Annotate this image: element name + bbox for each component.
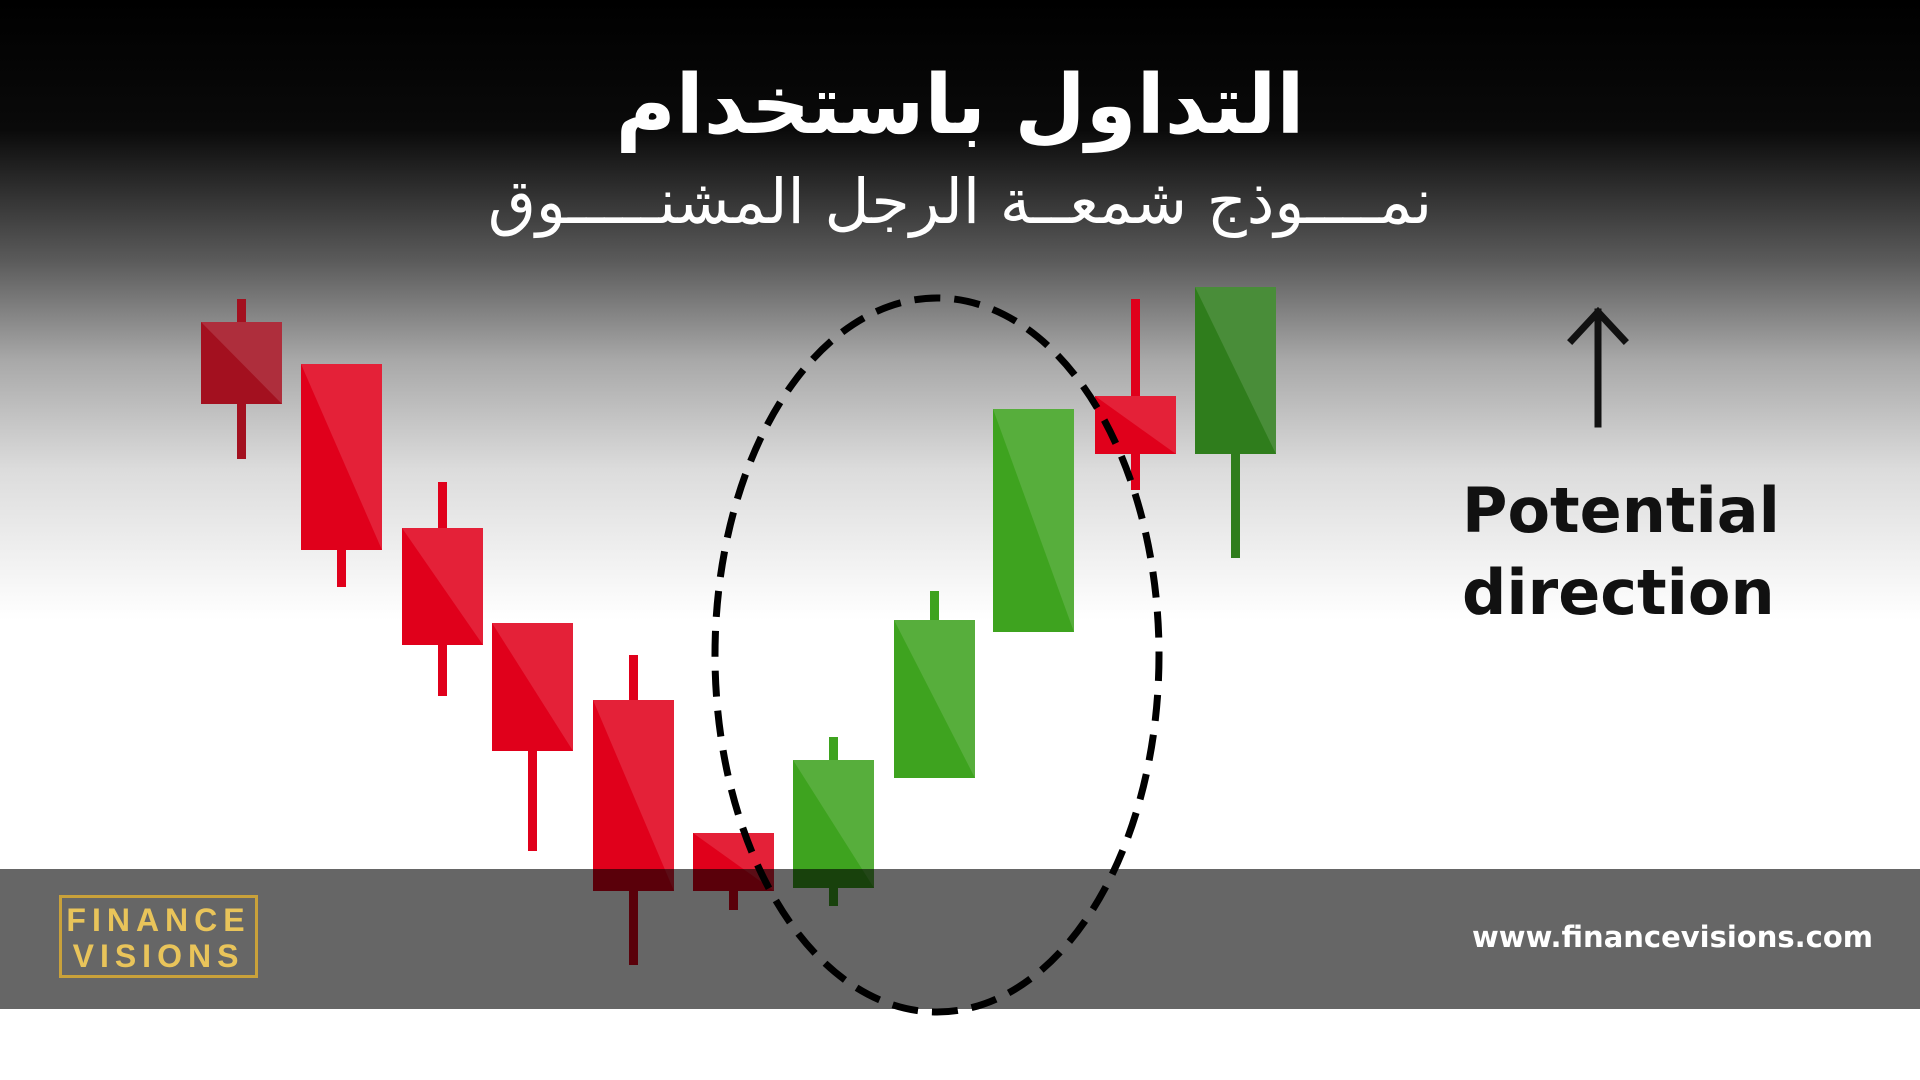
candle-shine [1095, 396, 1176, 454]
candle-shine [1195, 287, 1276, 454]
logo-line-2: VISIONS [72, 938, 245, 974]
bearish-candle [492, 623, 573, 851]
candle-shine [492, 623, 573, 751]
candle-body [793, 760, 874, 888]
potential-direction-label: Potential direction [1462, 470, 1780, 634]
candle-body [593, 700, 674, 891]
potential-direction-line-1: Potential [1462, 474, 1780, 547]
finance-visions-logo: FINANCE VISIONS [59, 895, 258, 978]
candle-shine [993, 409, 1074, 632]
candle-shine [301, 364, 382, 550]
footer-band [0, 869, 1920, 1009]
candle-shine [201, 322, 282, 404]
title-line-2: نمــــوذج شمعــة الرجل المشنـــــوق [487, 165, 1433, 238]
bearish-candle [301, 364, 382, 587]
candle-body [301, 364, 382, 550]
candle-body [201, 322, 282, 404]
candle-body [402, 528, 483, 645]
candle-body [894, 620, 975, 778]
potential-direction-line-2: direction [1462, 556, 1775, 629]
bullish-candle [894, 591, 975, 778]
candle-shine [793, 760, 874, 888]
candle-wick [1131, 299, 1140, 490]
bearish-candle [201, 299, 282, 459]
logo-line-1: FINANCE [66, 902, 251, 938]
candle-body [1195, 287, 1276, 454]
candle-shine [894, 620, 975, 778]
website-url[interactable]: www.financevisions.com [1472, 920, 1873, 954]
bullish-candle [993, 409, 1074, 632]
dashed-highlight-ellipse [711, 294, 1163, 1016]
title-line-1: التداول باستخدام [615, 58, 1305, 153]
bullish-candle [1195, 287, 1276, 558]
bearish-candle [402, 482, 483, 696]
candle-body [993, 409, 1074, 632]
candle-shine [593, 700, 674, 891]
bullish-candle [793, 737, 874, 906]
bearish-candle [593, 655, 674, 965]
arrow-up-icon [1567, 306, 1629, 428]
candle-body [492, 623, 573, 751]
candle-shine [402, 528, 483, 645]
